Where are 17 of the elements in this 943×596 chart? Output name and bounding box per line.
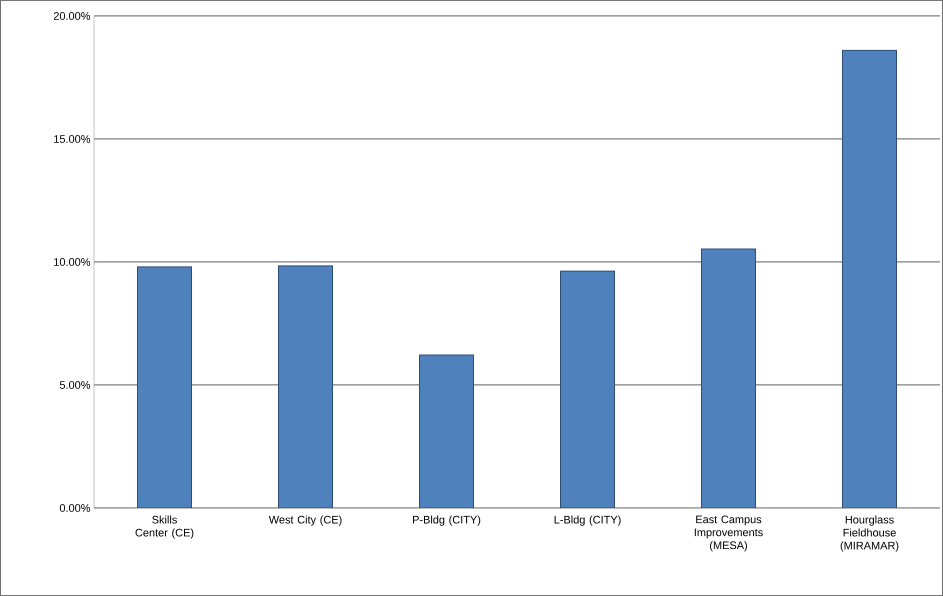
x-tick-label: P-Bldg (CITY) bbox=[413, 516, 480, 526]
bar bbox=[137, 266, 192, 508]
bar bbox=[560, 270, 616, 508]
x-tick-label: Hourglass Fieldhouse (MIRAMAR) bbox=[840, 516, 898, 552]
x-tick-label: West City (CE) bbox=[268, 516, 342, 526]
y-tick-label: 0.00% bbox=[60, 504, 90, 512]
y-tick-label: 5.00% bbox=[60, 381, 90, 389]
bar bbox=[278, 265, 334, 508]
bar bbox=[419, 354, 474, 508]
bar bbox=[701, 248, 756, 508]
bar bbox=[842, 50, 898, 508]
y-tick-label: 10.00% bbox=[54, 258, 90, 266]
y-tick-label: 15.00% bbox=[54, 135, 90, 143]
x-tick-label: L-Bldg (CITY) bbox=[554, 516, 621, 526]
y-tick-label: 20.00% bbox=[54, 12, 90, 20]
x-tick-label: Skills Center (CE) bbox=[136, 516, 194, 539]
x-tick-label: East Campus Improvements (MESA) bbox=[694, 516, 763, 552]
